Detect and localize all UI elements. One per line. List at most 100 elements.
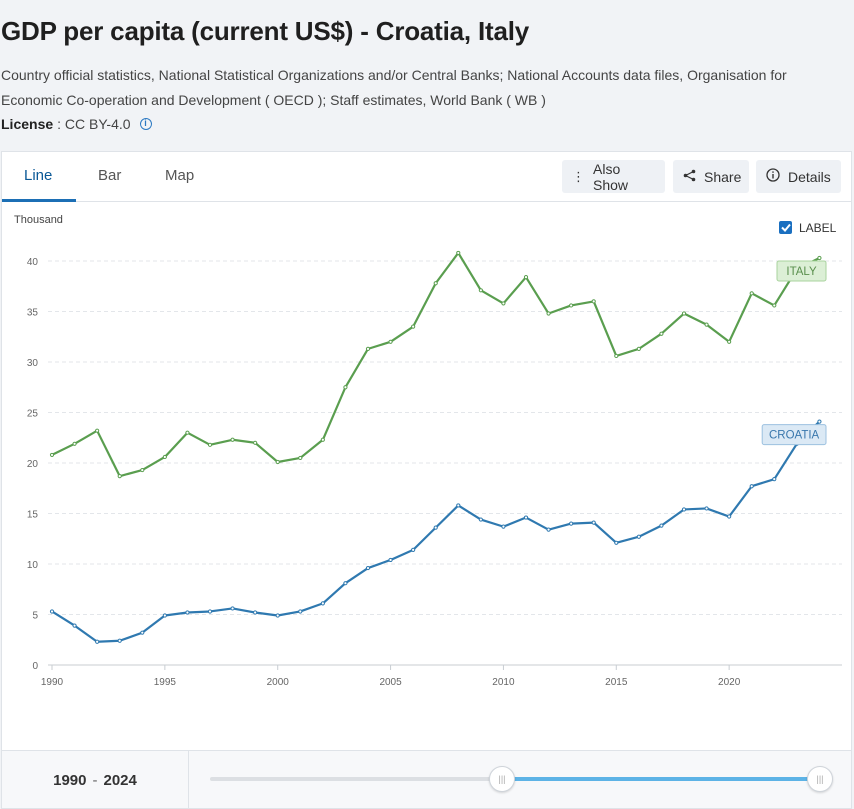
data-point-italy[interactable] (817, 255, 822, 261)
y-tick-label: 30 (27, 358, 39, 369)
data-point-italy[interactable] (365, 346, 371, 351)
data-point-italy[interactable] (95, 428, 100, 433)
y-tick-label: 5 (32, 611, 38, 622)
range-footer: 1990 - 2024 ||| ||| (2, 750, 851, 809)
data-point-croatia[interactable] (388, 557, 393, 563)
share-icon (683, 169, 696, 185)
range-separator: - (92, 771, 98, 789)
series-line-italy[interactable] (51, 251, 820, 478)
series-label-box-croatia (761, 424, 827, 446)
details-button[interactable]: Details (756, 160, 841, 193)
data-point-croatia[interactable] (230, 606, 235, 611)
series-label-box-italy (776, 260, 827, 282)
data-point-croatia[interactable] (456, 503, 461, 508)
y-tick-label: 35 (27, 308, 39, 319)
x-tick-label: 2020 (718, 677, 741, 688)
data-point-italy[interactable] (591, 299, 596, 304)
data-point-italy[interactable] (162, 454, 167, 460)
data-point-croatia[interactable] (636, 534, 641, 539)
series-label-croatia: CROATIA (769, 430, 820, 442)
data-point-croatia[interactable] (772, 477, 777, 482)
data-point-croatia[interactable] (411, 547, 416, 552)
data-point-italy[interactable] (501, 301, 506, 306)
data-point-croatia[interactable] (523, 515, 529, 520)
range-start: 1990 (53, 771, 87, 789)
data-point-croatia[interactable] (681, 507, 687, 512)
tab-bar: Line Bar Map ⋮ Also Show Share Details (2, 152, 851, 202)
data-point-croatia[interactable] (569, 521, 574, 526)
range-end-handle[interactable]: ||| (807, 766, 833, 792)
data-point-italy[interactable] (456, 250, 461, 256)
x-tick-label: 1995 (154, 677, 177, 688)
data-point-italy[interactable] (659, 331, 664, 336)
info-icon[interactable]: i (139, 118, 152, 130)
data-point-italy[interactable] (230, 437, 235, 442)
data-point-croatia[interactable] (117, 638, 122, 643)
label-toggle-text: LABEL (799, 221, 837, 235)
data-point-croatia[interactable] (298, 609, 303, 614)
data-point-croatia[interactable] (817, 419, 822, 424)
data-point-croatia[interactable] (659, 523, 664, 528)
data-point-italy[interactable] (433, 281, 438, 286)
tab-line[interactable]: Line (24, 167, 53, 184)
data-point-italy[interactable] (546, 311, 551, 316)
data-point-croatia[interactable] (546, 527, 551, 532)
data-point-italy[interactable] (253, 440, 258, 445)
y-tick-label: 15 (27, 510, 39, 521)
range-start-handle[interactable]: ||| (489, 766, 515, 792)
data-point-italy[interactable] (704, 322, 709, 327)
data-point-croatia[interactable] (185, 610, 190, 615)
data-point-croatia[interactable] (614, 540, 619, 545)
data-point-italy[interactable] (343, 385, 348, 390)
data-point-italy[interactable] (117, 474, 122, 479)
data-point-croatia[interactable] (478, 517, 483, 522)
data-point-croatia[interactable] (49, 609, 55, 614)
tab-bar-chart[interactable]: Bar (98, 167, 122, 184)
x-tick-label: 2000 (267, 677, 290, 688)
data-point-italy[interactable] (140, 467, 145, 473)
data-point-croatia[interactable] (501, 524, 506, 529)
data-point-croatia[interactable] (253, 610, 258, 615)
y-tick-label: 25 (27, 409, 39, 420)
data-point-croatia[interactable] (591, 520, 596, 525)
data-point-italy[interactable] (275, 459, 280, 465)
data-point-croatia[interactable] (72, 623, 77, 628)
x-tick-label: 2005 (379, 677, 402, 688)
data-point-italy[interactable] (478, 288, 483, 293)
y-tick-label: 40 (27, 257, 39, 268)
data-point-croatia[interactable] (275, 613, 280, 618)
data-point-italy[interactable] (411, 324, 416, 329)
label-toggle[interactable]: LABEL (779, 221, 837, 235)
data-point-croatia[interactable] (749, 484, 754, 489)
data-point-croatia[interactable] (704, 506, 709, 511)
also-show-button[interactable]: ⋮ Also Show (562, 160, 665, 193)
data-point-italy[interactable] (185, 430, 190, 435)
tab-map[interactable]: Map (165, 167, 195, 184)
data-point-italy[interactable] (298, 455, 303, 461)
share-button[interactable]: Share (673, 160, 749, 193)
data-point-italy[interactable] (636, 346, 641, 351)
data-point-croatia[interactable] (320, 601, 325, 606)
data-point-croatia[interactable] (433, 525, 438, 530)
data-point-italy[interactable] (772, 303, 777, 308)
data-point-italy[interactable] (320, 437, 325, 442)
data-point-italy[interactable] (569, 303, 574, 308)
data-point-italy[interactable] (523, 275, 529, 280)
range-label: 1990 - 2024 (2, 751, 189, 809)
data-point-croatia[interactable] (343, 581, 348, 586)
data-point-croatia[interactable] (207, 609, 213, 614)
data-point-italy[interactable] (72, 441, 77, 446)
data-point-italy[interactable] (749, 291, 754, 296)
data-point-croatia[interactable] (365, 565, 371, 571)
data-point-italy[interactable] (207, 442, 213, 447)
data-point-croatia[interactable] (162, 613, 167, 618)
data-point-italy[interactable] (388, 339, 393, 344)
data-point-italy[interactable] (614, 353, 619, 359)
data-point-croatia[interactable] (95, 639, 100, 644)
data-point-croatia[interactable] (140, 630, 145, 635)
data-point-italy[interactable] (49, 452, 55, 458)
data-point-italy[interactable] (681, 311, 687, 316)
data-point-italy[interactable] (727, 339, 732, 344)
data-point-croatia[interactable] (727, 514, 732, 519)
label-checkbox[interactable] (779, 221, 792, 234)
